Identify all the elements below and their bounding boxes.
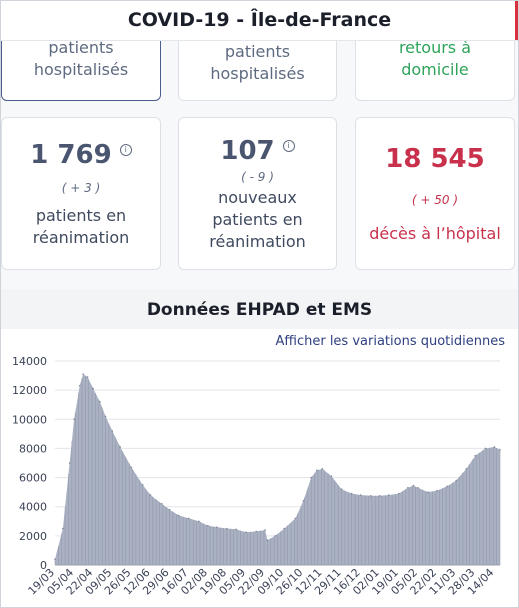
header-accent [515, 0, 519, 40]
y-tick-label: 14000 [12, 355, 47, 368]
section-title: Données EHPAD et EMS [0, 289, 519, 329]
data-point [54, 558, 56, 560]
data-point [78, 384, 81, 387]
card-label-line-2: hospitalisés [210, 64, 305, 83]
y-tick-label: 8000 [19, 442, 47, 455]
data-point [427, 491, 429, 493]
stat-value: 18 545 [385, 144, 485, 174]
stat-label-line-1: patients en [35, 206, 127, 225]
data-point [62, 527, 64, 530]
data-point [484, 447, 487, 450]
data-point [294, 517, 297, 520]
app-header: COVID-19 - Île-de-France [0, 0, 519, 41]
data-point [310, 476, 313, 479]
data-point [235, 528, 237, 531]
stat-label-line-1: nouveaux [218, 188, 297, 207]
data-point [398, 492, 400, 495]
info-icon[interactable]: i [119, 144, 132, 156]
data-point [264, 529, 266, 531]
data-point [321, 468, 324, 470]
data-point [387, 494, 390, 496]
card-label-line-1: patients [48, 38, 114, 57]
data-point [119, 446, 121, 448]
data-point [493, 446, 496, 448]
data-point [378, 494, 381, 497]
y-tick-label: 4000 [19, 501, 47, 514]
data-point [73, 418, 75, 421]
data-point [283, 527, 286, 530]
stat-value-wrap: 1 769 i [2, 140, 160, 170]
data-point [255, 530, 257, 533]
data-point [187, 517, 190, 520]
card-label-line-1: patients [224, 42, 291, 61]
stat-label-line-3: réanimation [209, 232, 306, 251]
data-point [266, 539, 269, 542]
data-point [455, 479, 457, 482]
data-point [436, 489, 438, 492]
data-point [226, 527, 228, 530]
info-icon[interactable]: i [282, 140, 295, 152]
y-tick-label: 10000 [12, 413, 47, 426]
stat-label-line-2: réanimation [32, 228, 130, 247]
data-point [104, 415, 107, 418]
stat-value: 107 [220, 136, 275, 166]
data-point [168, 508, 171, 511]
data-point [474, 454, 477, 457]
y-tick-label: 0 [40, 559, 47, 572]
data-point [130, 466, 133, 469]
stat-label-line-2: patients en [212, 210, 303, 229]
data-point [330, 475, 333, 477]
data-point [407, 486, 409, 489]
card-deces[interactable]: 18 545 ( + 50 ) décès à l’hôpital [355, 117, 515, 270]
data-point [412, 484, 415, 487]
data-point [302, 500, 305, 502]
data-point [274, 535, 277, 537]
y-tick-label: 2000 [19, 530, 47, 543]
data-point [417, 486, 419, 489]
card-reanimation[interactable]: 1 769 i ( + 3 ) patients en réanimation [1, 117, 161, 270]
data-point [216, 526, 218, 528]
ehpad-section: Données EHPAD et EMS Afficher les variat… [0, 289, 519, 608]
y-tick-label: 6000 [19, 472, 47, 485]
card-nouveaux-reanimation[interactable]: 107 i ( - 9 ) nouveaux patients en réanim… [178, 117, 337, 270]
card-label-line-2: hospitalisés [33, 60, 129, 79]
daily-variation-toggle[interactable]: Afficher les variations quotidiennes [275, 334, 506, 349]
data-point [177, 514, 180, 517]
data-point [198, 520, 200, 523]
data-point [149, 494, 152, 496]
data-point [82, 373, 84, 375]
data-point [359, 494, 362, 496]
y-tick-label: 12000 [12, 384, 47, 397]
page-title: COVID-19 - Île-de-France [127, 9, 392, 31]
data-point [92, 387, 95, 390]
data-point [446, 485, 448, 488]
stat-value-wrap: 107 i [179, 136, 336, 166]
card-label-line-1: retours à [398, 38, 472, 57]
stat-value: 1 769 [30, 140, 112, 170]
stat-delta: ( + 3 ) [61, 181, 101, 195]
ehpad-chart: 0200040006000800010000120001400019/0305/… [12, 355, 501, 598]
stat-label-line-1: décès à l’hôpital [369, 224, 501, 243]
stat-delta: ( - 9 ) [241, 170, 274, 184]
data-point [340, 488, 343, 491]
data-point [99, 401, 101, 403]
data-point [86, 376, 89, 378]
data-point [369, 494, 372, 497]
data-point [316, 469, 318, 472]
stat-delta: ( + 50 ) [411, 193, 459, 207]
data-point [160, 503, 163, 505]
data-point [499, 449, 501, 451]
data-point [68, 462, 71, 464]
data-point [111, 430, 114, 432]
data-point [245, 531, 247, 534]
data-point [465, 468, 468, 470]
stat-value-wrap: 18 545 [356, 144, 514, 174]
card-label-line-2: domicile [401, 60, 469, 79]
data-point [350, 492, 353, 495]
data-point [141, 484, 144, 486]
data-point [207, 524, 209, 527]
